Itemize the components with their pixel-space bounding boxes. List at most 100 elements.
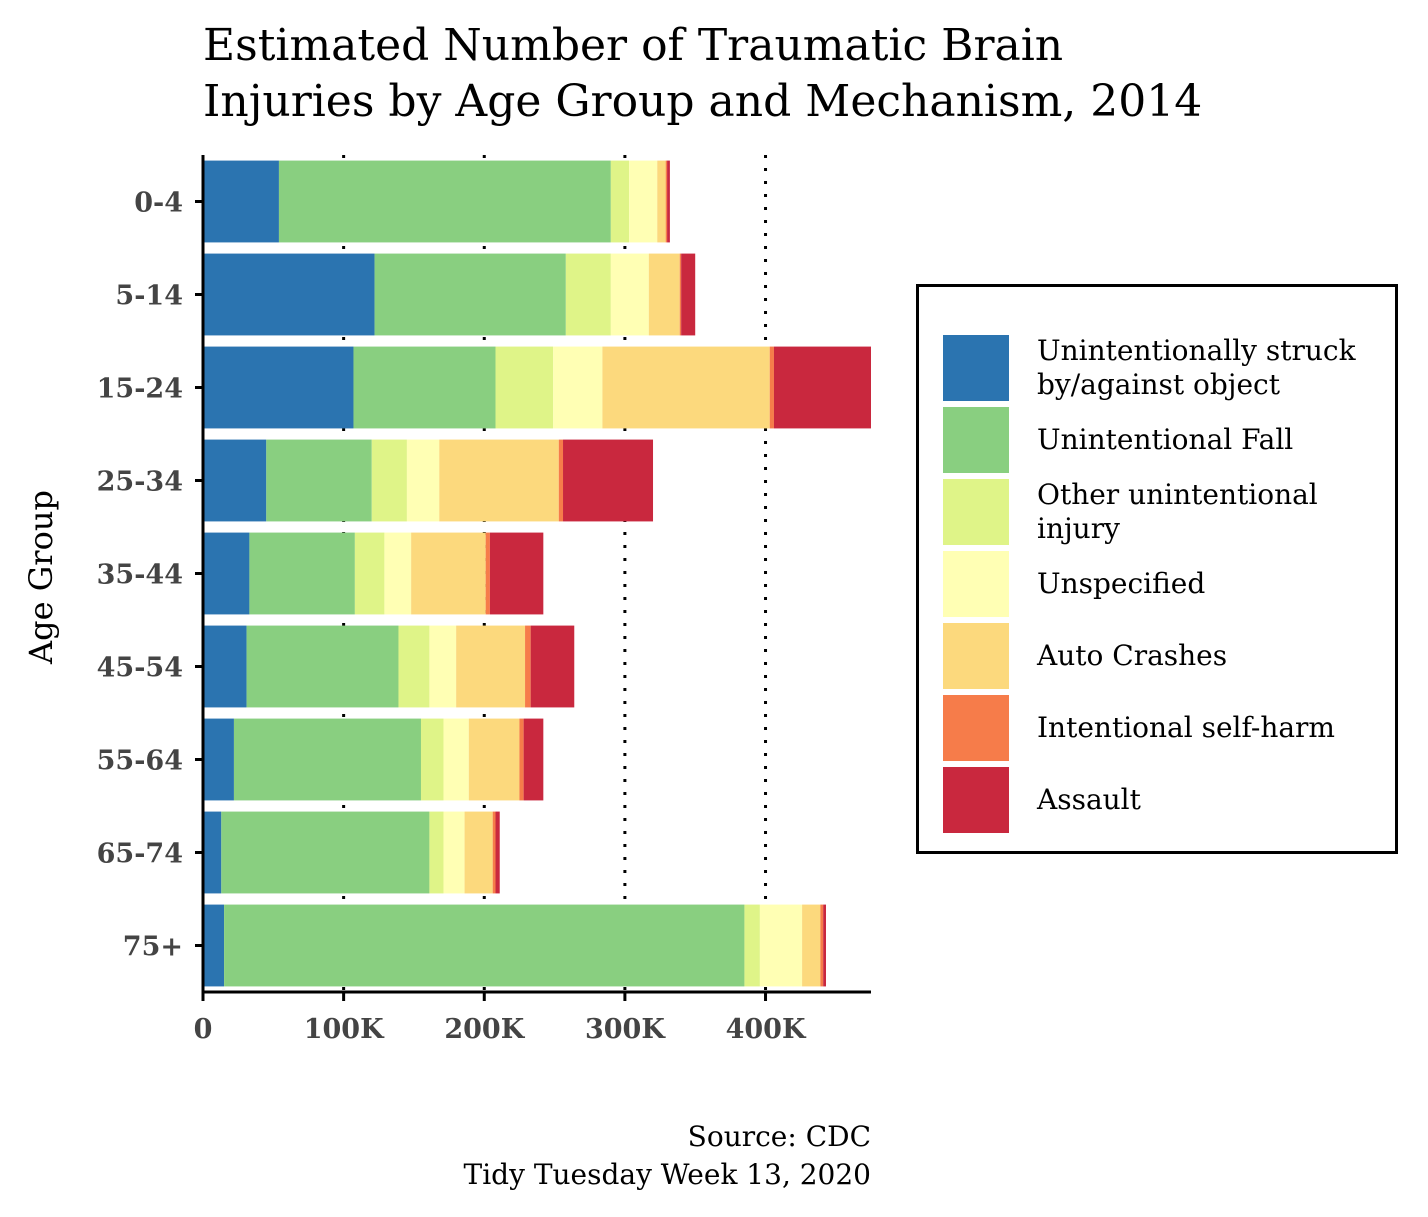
bar-15-24-series-5 <box>769 346 774 429</box>
bar-25-34-series-4 <box>439 439 559 522</box>
legend-label: Unintentionally struck by/against object <box>1037 334 1407 402</box>
legend-swatch <box>943 695 1009 761</box>
x-tick-label-200K: 200K <box>444 1014 525 1045</box>
bar-35-44-series-3 <box>384 532 412 615</box>
bar-25-34-series-2 <box>371 439 407 522</box>
legend-label-line: injury <box>1037 512 1120 545</box>
bar-25-34-series-1 <box>266 439 372 522</box>
bar-75+-series-5 <box>820 904 824 987</box>
axes <box>195 155 871 1001</box>
bar-65-74-series-2 <box>429 811 444 894</box>
caption-note: Tidy Tuesday Week 13, 2020 <box>463 1158 871 1191</box>
y-tick-label-25-34: 25-34 <box>97 467 183 498</box>
y-tick-label-55-64: 55-64 <box>97 746 183 777</box>
bar-35-44-series-4 <box>411 532 486 615</box>
legend-label: Intentional self-harm <box>1037 711 1407 745</box>
bars <box>203 160 871 987</box>
bar-45-54-series-6 <box>530 625 575 708</box>
bar-55-64-series-0 <box>203 718 234 801</box>
legend-swatch <box>943 335 1009 401</box>
legend-swatch <box>943 479 1009 545</box>
bar-55-64-series-6 <box>523 718 544 801</box>
legend-label: Auto Crashes <box>1037 639 1407 673</box>
bar-15-24-series-6 <box>773 346 871 429</box>
legend-label-line: by/against object <box>1037 368 1280 401</box>
legend-swatch <box>943 551 1009 617</box>
bar-5-14-series-3 <box>610 253 649 336</box>
legend-label-line: Unintentionally struck <box>1037 334 1356 367</box>
legend: Unintentionally struck by/against object U… <box>916 284 1398 854</box>
bar-0-4-series-0 <box>203 160 279 243</box>
legend-swatch <box>943 767 1009 833</box>
legend-item-0: Unintentionally struck by/against object <box>943 334 1383 401</box>
y-tick-label-45-54: 45-54 <box>97 653 183 684</box>
legend-swatch <box>943 407 1009 473</box>
bar-75+-series-3 <box>759 904 803 987</box>
bar-35-44-series-0 <box>203 532 250 615</box>
y-tick-labels: 0-4 5-14 15-24 25-34 35-44 45-54 55-64 65-74 75+ <box>97 188 183 963</box>
legend-label-line: Assault <box>1037 783 1141 816</box>
bar-0-4-series-4 <box>657 160 666 243</box>
bar-0-4-series-3 <box>629 160 658 243</box>
legend-label: Unintentional Fall <box>1037 423 1407 457</box>
bar-45-54-series-4 <box>456 625 526 708</box>
bar-65-74-series-0 <box>203 811 222 894</box>
bar-35-44-series-1 <box>249 532 355 615</box>
bar-5-14-series-1 <box>374 253 566 336</box>
bar-45-54-series-1 <box>246 625 399 708</box>
chart-title-line-1: Estimated Number of Traumatic Brain <box>203 20 1064 71</box>
legend-label-line: Auto Crashes <box>1037 639 1228 672</box>
bar-0-4-series-2 <box>610 160 630 243</box>
bar-0-4-series-1 <box>278 160 611 243</box>
bar-55-64-series-5 <box>519 718 524 801</box>
bar-75+-series-4 <box>802 904 821 987</box>
y-tick-label-15-24: 15-24 <box>97 374 183 405</box>
legend-item-2: Other unintentional injury <box>943 478 1383 545</box>
legend-label-line: Intentional self-harm <box>1037 711 1335 744</box>
bar-55-64-series-2 <box>420 718 444 801</box>
bar-25-34-series-6 <box>563 439 654 522</box>
x-tick-label-300K: 300K <box>585 1014 666 1045</box>
bar-75+-series-2 <box>744 904 760 987</box>
legend-item-5: Intentional self-harm <box>943 695 1383 761</box>
caption-source: Source: CDC <box>687 1120 871 1153</box>
bar-25-34-series-3 <box>406 439 440 522</box>
bar-45-54-series-0 <box>203 625 247 708</box>
bar-15-24-series-2 <box>495 346 554 429</box>
y-axis-title: Age Group <box>22 490 60 665</box>
bar-45-54-series-5 <box>525 625 531 708</box>
bar-5-14-series-0 <box>203 253 375 336</box>
legend-label-line: Other unintentional <box>1037 478 1318 511</box>
bar-25-34-series-5 <box>558 439 564 522</box>
y-tick-label-0-4: 0-4 <box>134 188 183 219</box>
bar-55-64-series-3 <box>443 718 469 801</box>
legend-label-line: Unspecified <box>1037 567 1206 600</box>
legend-label: Other unintentional injury <box>1037 478 1407 546</box>
bar-65-74-series-1 <box>221 811 430 894</box>
bar-35-44-series-5 <box>485 532 490 615</box>
bar-45-54-series-2 <box>398 625 430 708</box>
bar-65-74-series-3 <box>443 811 465 894</box>
bar-15-24-series-4 <box>602 346 770 429</box>
bar-65-74-series-6 <box>495 811 500 894</box>
bar-15-24-series-1 <box>353 346 496 429</box>
chart-title: Estimated Number of Traumatic Brain Inju… <box>203 18 1403 130</box>
caption: Source: CDC Tidy Tuesday Week 13, 2020 <box>464 1118 871 1194</box>
bar-25-34-series-0 <box>203 439 267 522</box>
bar-5-14-series-6 <box>681 253 696 336</box>
legend-item-3: Unspecified <box>943 551 1383 617</box>
bar-65-74-series-4 <box>464 811 493 894</box>
bar-5-14-series-4 <box>648 253 680 336</box>
bar-75+-series-6 <box>823 904 826 987</box>
bar-5-14-series-2 <box>565 253 611 336</box>
bar-35-44-series-2 <box>354 532 385 615</box>
x-tick-label-400K: 400K <box>726 1014 807 1045</box>
legend-label: Unspecified <box>1037 567 1407 601</box>
x-tick-label-100K: 100K <box>304 1014 385 1045</box>
legend-item-4: Auto Crashes <box>943 623 1383 689</box>
bar-0-4-series-6 <box>667 160 670 243</box>
legend-swatch <box>943 623 1009 689</box>
y-tick-label-5-14: 5-14 <box>115 281 183 312</box>
legend-label-line: Unintentional Fall <box>1037 423 1294 456</box>
bar-15-24-series-0 <box>203 346 354 429</box>
